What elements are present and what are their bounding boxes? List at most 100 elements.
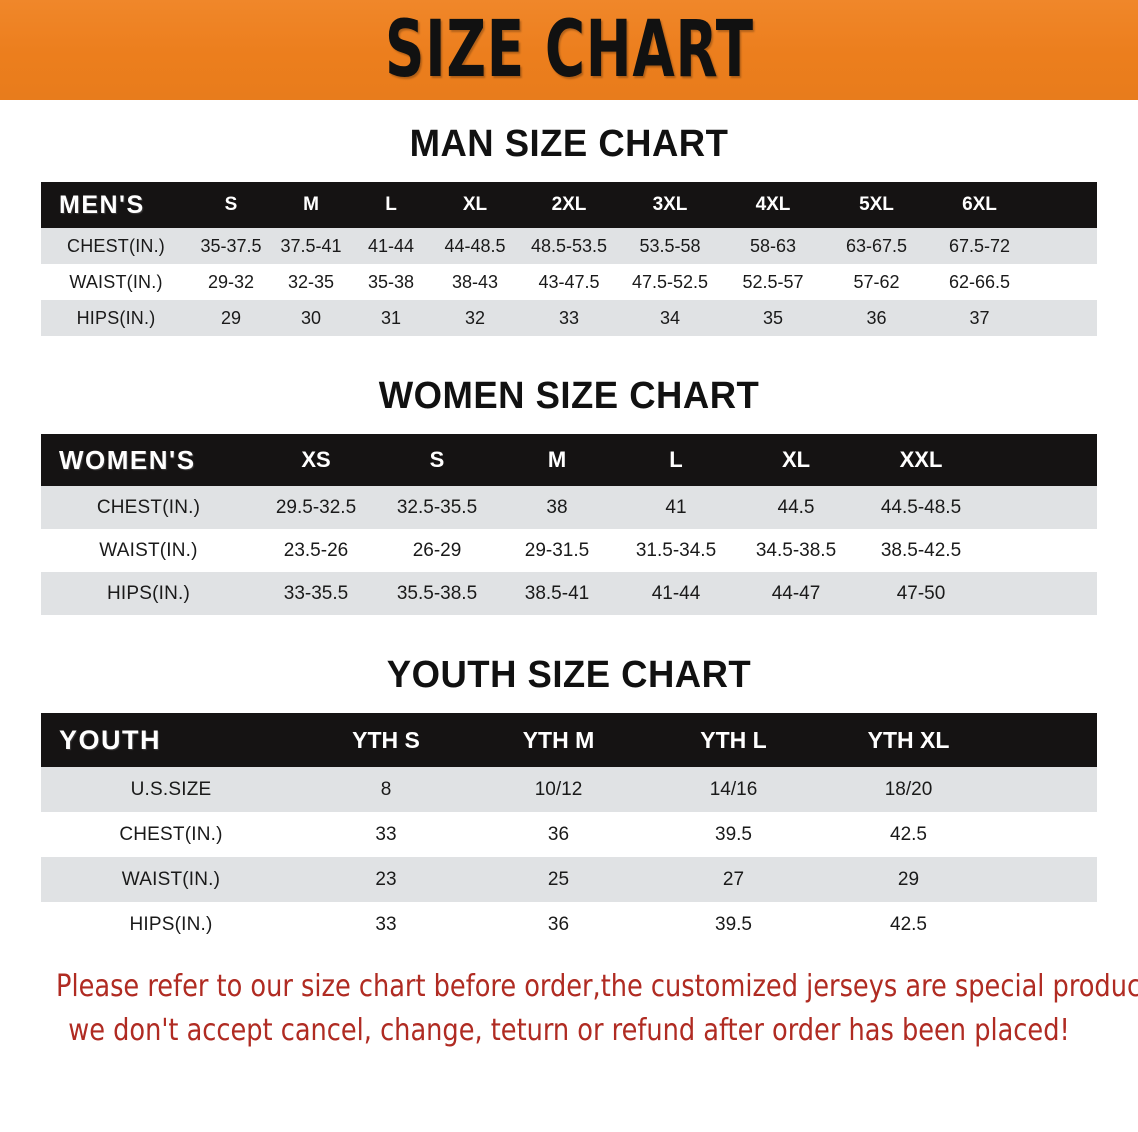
youth-col-header-xl: YTH XL: [821, 713, 996, 767]
table-cell: 36: [471, 812, 646, 857]
table-row: WAIST(IN.) 23 25 27 29: [41, 857, 1097, 902]
youth-row-label-waist: WAIST(IN.): [41, 857, 301, 902]
table-cell: 41-44: [351, 228, 431, 264]
table-cell: 52.5-57: [721, 264, 825, 300]
table-cell-filler: [996, 812, 1097, 857]
youth-col-header-l: YTH L: [646, 713, 821, 767]
table-cell: 58-63: [721, 228, 825, 264]
table-cell: 26-29: [376, 529, 498, 572]
table-cell: 33-35.5: [256, 572, 376, 615]
table-row: U.S.SIZE 8 10/12 14/16 18/20: [41, 767, 1097, 812]
table-cell-filler: [996, 857, 1097, 902]
women-row-label-waist: WAIST(IN.): [41, 529, 256, 572]
man-row-label-chest: CHEST(IN.): [41, 228, 191, 264]
man-col-header-4xl: 4XL: [721, 182, 825, 228]
table-cell: 39.5: [646, 812, 821, 857]
table-cell: 38: [498, 486, 616, 529]
table-row: HIPS(IN.) 33 36 39.5 42.5: [41, 902, 1097, 947]
table-cell: 44.5-48.5: [856, 486, 986, 529]
banner-title: SIZE CHART: [384, 5, 754, 95]
women-col-header-s: S: [376, 434, 498, 486]
table-cell: 42.5: [821, 902, 996, 947]
women-col-header-xl: XL: [736, 434, 856, 486]
table-cell-filler: [986, 529, 1097, 572]
man-corner-label: MEN'S: [41, 182, 191, 228]
man-size-table: MEN'S S M L XL 2XL 3XL 4XL 5XL 6XL CHEST…: [41, 182, 1097, 336]
table-cell: 47.5-52.5: [619, 264, 721, 300]
man-col-header-xl: XL: [431, 182, 519, 228]
man-col-header-6xl: 6XL: [928, 182, 1031, 228]
table-cell: 37: [928, 300, 1031, 336]
table-cell: 44.5: [736, 486, 856, 529]
table-row: CHEST(IN.) 29.5-32.5 32.5-35.5 38 41 44.…: [41, 486, 1097, 529]
man-row-label-hips: HIPS(IN.): [41, 300, 191, 336]
women-col-header-xs: XS: [256, 434, 376, 486]
table-cell: 32-35: [271, 264, 351, 300]
table-cell: 48.5-53.5: [519, 228, 619, 264]
man-header-filler: [1031, 182, 1097, 228]
table-cell: 42.5: [821, 812, 996, 857]
disclaimer-text: Please refer to our size chart before or…: [56, 965, 1138, 1053]
table-cell: 38.5-42.5: [856, 529, 986, 572]
man-col-header-2xl: 2XL: [519, 182, 619, 228]
disclaimer-line-2: we don't accept cancel, change, teturn o…: [68, 1013, 1070, 1048]
table-row: WAIST(IN.) 23.5-26 26-29 29-31.5 31.5-34…: [41, 529, 1097, 572]
man-col-header-m: M: [271, 182, 351, 228]
women-col-header-m: M: [498, 434, 616, 486]
table-cell: 33: [301, 902, 471, 947]
table-cell: 41-44: [616, 572, 736, 615]
man-section-title: MAN SIZE CHART: [409, 123, 729, 165]
table-row: CHEST(IN.) 33 36 39.5 42.5: [41, 812, 1097, 857]
table-cell: 43-47.5: [519, 264, 619, 300]
youth-col-header-s: YTH S: [301, 713, 471, 767]
table-cell: 33: [301, 812, 471, 857]
table-cell-filler: [1031, 228, 1097, 264]
table-cell: 31.5-34.5: [616, 529, 736, 572]
table-cell: 23: [301, 857, 471, 902]
table-cell: 27: [646, 857, 821, 902]
women-corner-label: WOMEN'S: [41, 434, 256, 486]
table-cell-filler: [986, 572, 1097, 615]
table-cell: 10/12: [471, 767, 646, 812]
table-cell: 35-37.5: [191, 228, 271, 264]
table-cell-filler: [1031, 264, 1097, 300]
table-cell: 35.5-38.5: [376, 572, 498, 615]
table-cell: 32: [431, 300, 519, 336]
women-row-label-chest: CHEST(IN.): [41, 486, 256, 529]
women-row-label-hips: HIPS(IN.): [41, 572, 256, 615]
youth-size-table: YOUTH YTH S YTH M YTH L YTH XL U.S.SIZE …: [41, 713, 1097, 947]
table-cell: 34.5-38.5: [736, 529, 856, 572]
women-size-table-wrapper: WOMEN'S XS S M L XL XXL CHEST(IN.) 29.5-…: [41, 434, 1097, 615]
table-cell: 62-66.5: [928, 264, 1031, 300]
table-row: HIPS(IN.) 29 30 31 32 33 34 35 36 37: [41, 300, 1097, 336]
page-banner: SIZE CHART: [0, 0, 1138, 100]
table-cell: 29.5-32.5: [256, 486, 376, 529]
youth-row-label-us-size: U.S.SIZE: [41, 767, 301, 812]
table-cell: 38-43: [431, 264, 519, 300]
table-cell: 29: [821, 857, 996, 902]
table-cell: 29-31.5: [498, 529, 616, 572]
table-cell: 32.5-35.5: [376, 486, 498, 529]
table-cell: 38.5-41: [498, 572, 616, 615]
table-cell: 35-38: [351, 264, 431, 300]
table-cell: 44-48.5: [431, 228, 519, 264]
women-col-header-xxl: XXL: [856, 434, 986, 486]
table-cell: 67.5-72: [928, 228, 1031, 264]
table-cell: 34: [619, 300, 721, 336]
table-cell-filler: [996, 902, 1097, 947]
table-cell: 33: [519, 300, 619, 336]
table-cell: 25: [471, 857, 646, 902]
youth-row-label-chest: CHEST(IN.): [41, 812, 301, 857]
youth-corner-label: YOUTH: [41, 713, 301, 767]
women-header-filler: [986, 434, 1097, 486]
table-row: WAIST(IN.) 29-32 32-35 35-38 38-43 43-47…: [41, 264, 1097, 300]
table-cell-filler: [996, 767, 1097, 812]
table-cell: 36: [825, 300, 928, 336]
youth-col-header-m: YTH M: [471, 713, 646, 767]
youth-section-title: YOUTH SIZE CHART: [386, 654, 752, 696]
women-size-table: WOMEN'S XS S M L XL XXL CHEST(IN.) 29.5-…: [41, 434, 1097, 615]
table-cell: 29-32: [191, 264, 271, 300]
table-cell: 39.5: [646, 902, 821, 947]
disclaimer-line-1: Please refer to our size chart before or…: [56, 969, 1138, 1004]
table-cell: 36: [471, 902, 646, 947]
